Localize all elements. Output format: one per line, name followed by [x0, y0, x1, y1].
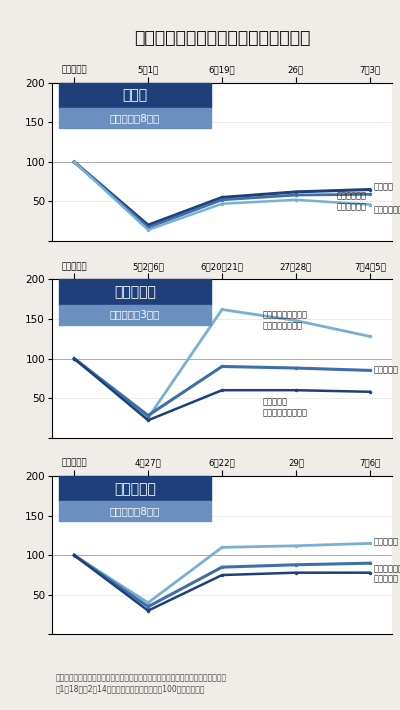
Text: ここにきて人出の回復には足踏み感も: ここにきて人出の回復には足踏み感も: [134, 29, 310, 47]
Text: すすきの: すすきの: [374, 182, 394, 192]
Bar: [59, 501, 211, 521]
Text: 夜の街: 夜の街: [122, 88, 148, 102]
Bar: [59, 82, 211, 108]
Text: （注）出所はいずれもドコモ・インサイトマーケティング。感染拡大前の滞在人口
（1月18日〜2月14日の同じ曜日の平均値）＝100として指数化: （注）出所はいずれもドコモ・インサイトマーケティング。感染拡大前の滞在人口 （1…: [55, 674, 226, 693]
Text: 休日の午後3時台: 休日の午後3時台: [110, 310, 160, 320]
Bar: [59, 280, 211, 305]
Text: 吉祥寺駅〜
井の頭恩腸公園周辺: 吉祥寺駅〜 井の頭恩腸公園周辺: [263, 398, 308, 417]
Text: 月曜の午前8時台: 月曜の午前8時台: [110, 506, 160, 516]
Text: 大阪駅周辺: 大阪駅周辺: [374, 537, 398, 546]
Text: オフィス街: オフィス街: [114, 482, 156, 496]
Text: 行楽地など: 行楽地など: [114, 285, 156, 299]
Text: 新宿駅東口〜
歌舞伎町南側: 新宿駅東口〜 歌舞伎町南側: [336, 191, 366, 212]
Text: 御殿場プレミアム・
アウトレット周辺: 御殿場プレミアム・ アウトレット周辺: [263, 310, 308, 331]
Text: 東京駅〜丸の内周辺: 東京駅〜丸の内周辺: [374, 564, 400, 573]
Bar: [59, 305, 211, 324]
Bar: [59, 108, 211, 128]
Text: 札幌駅周辺: 札幌駅周辺: [374, 574, 398, 584]
Text: 渋谷駅周辺: 渋谷駅周辺: [374, 365, 398, 374]
Text: 池袋駅西口周辺: 池袋駅西口周辺: [374, 206, 400, 214]
Bar: [59, 476, 211, 501]
Text: 金曜の午後8時台: 金曜の午後8時台: [110, 113, 160, 123]
